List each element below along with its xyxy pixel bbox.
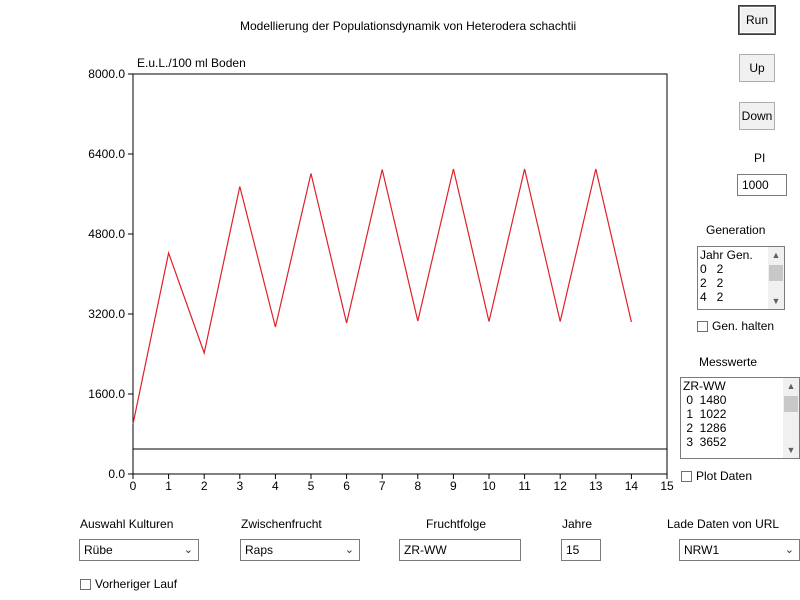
url-select[interactable]: NRW1 ⌄ xyxy=(679,539,800,561)
messwerte-list[interactable]: ZR-WW 0 1480 1 1022 2 1286 3 3652 ▲ ▼ xyxy=(680,377,800,459)
kulturen-select[interactable]: Rübe ⌄ xyxy=(79,539,199,561)
y-tick-label: 1600.0 xyxy=(88,387,125,401)
checkbox-box[interactable] xyxy=(80,578,91,590)
list-item[interactable]: ZR-WW xyxy=(683,379,726,393)
scroll-thumb[interactable] xyxy=(769,265,783,281)
list-item[interactable]: 0 2 xyxy=(700,262,724,276)
x-tick-label: 9 xyxy=(450,479,457,493)
page-title: Modellierung der Populationsdynamik von … xyxy=(240,19,577,33)
x-tick-label: 8 xyxy=(414,479,421,493)
chevron-down-icon[interactable]: ▼ xyxy=(786,445,796,455)
x-tick-label: 2 xyxy=(201,479,208,493)
gen-halten-checkbox[interactable]: Gen. halten xyxy=(697,319,774,333)
y-tick-label: 0.0 xyxy=(108,467,125,481)
chevron-down-icon[interactable]: ▼ xyxy=(771,296,781,306)
chevron-down-icon: ⌄ xyxy=(183,544,193,556)
jahre-label: Jahre xyxy=(562,517,593,531)
list-item[interactable]: 2 1286 xyxy=(683,421,727,435)
chevron-up-icon[interactable]: ▲ xyxy=(771,250,781,260)
zwischenfrucht-label: Zwischenfrucht xyxy=(241,517,322,531)
url-label: Lade Daten von URL xyxy=(667,517,780,531)
chevron-down-icon: ⌄ xyxy=(344,544,354,556)
fruchtfolge-label: Fruchtfolge xyxy=(426,517,487,531)
jahre-input[interactable]: 15 xyxy=(561,539,601,561)
x-tick-label: 0 xyxy=(130,479,137,493)
pi-input[interactable]: 1000 xyxy=(737,174,787,196)
x-tick-label: 12 xyxy=(554,479,568,493)
gen-halten-label: Gen. halten xyxy=(712,319,775,333)
series-line xyxy=(132,168,632,425)
checkbox-box[interactable] xyxy=(697,320,708,332)
plot-frame xyxy=(132,73,668,475)
y-tick-label: 3200.0 xyxy=(88,307,125,321)
list-item[interactable]: 4 2 xyxy=(700,290,724,304)
plot-daten-label: Plot Daten xyxy=(696,469,753,483)
checkbox-box[interactable] xyxy=(681,470,692,482)
y-tick-label: 8000.0 xyxy=(88,67,125,81)
plot-daten-checkbox[interactable]: Plot Daten xyxy=(681,469,752,483)
y-tick-label: 6400.0 xyxy=(88,147,125,161)
list-item[interactable]: 1 1022 xyxy=(683,407,727,421)
generation-label: Generation xyxy=(706,223,766,237)
url-value: NRW1 xyxy=(684,543,720,557)
list-item[interactable]: 2 2 xyxy=(700,276,724,290)
x-tick-label: 13 xyxy=(589,479,603,493)
messwerte-scrollbar[interactable]: ▲ ▼ xyxy=(783,378,799,458)
list-item[interactable]: 3 3652 xyxy=(683,435,727,449)
scroll-thumb[interactable] xyxy=(784,396,798,412)
generation-list[interactable]: Jahr Gen. 0 2 2 2 4 2 ▲ ▼ xyxy=(697,246,785,310)
list-item[interactable]: Jahr Gen. xyxy=(700,248,753,262)
x-tick-label: 15 xyxy=(660,479,674,493)
x-tick-label: 14 xyxy=(625,479,639,493)
generation-scrollbar[interactable]: ▲ ▼ xyxy=(768,247,784,309)
kulturen-label: Auswahl Kulturen xyxy=(80,517,174,531)
x-tick-label: 3 xyxy=(236,479,243,493)
y-axis-label: E.u.L./100 ml Boden xyxy=(137,56,246,70)
vorheriger-lauf-checkbox[interactable]: Vorheriger Lauf xyxy=(80,577,177,591)
fruchtfolge-input[interactable]: ZR-WW xyxy=(399,539,521,561)
kulturen-value: Rübe xyxy=(84,543,113,557)
y-tick-label: 4800.0 xyxy=(88,227,125,241)
run-button[interactable]: Run xyxy=(739,6,775,34)
x-tick-label: 10 xyxy=(482,479,496,493)
x-tick-label: 11 xyxy=(518,479,531,493)
x-tick-label: 7 xyxy=(379,479,386,493)
x-tick-label: 4 xyxy=(272,479,279,493)
x-tick-label: 5 xyxy=(308,479,315,493)
chevron-down-icon: ⌄ xyxy=(784,544,794,556)
x-tick-label: 1 xyxy=(165,479,172,493)
chevron-up-icon[interactable]: ▲ xyxy=(786,381,796,391)
down-button[interactable]: Down xyxy=(739,102,775,130)
list-item[interactable]: 0 1480 xyxy=(683,393,727,407)
zwischenfrucht-value: Raps xyxy=(245,543,274,557)
zwischenfrucht-select[interactable]: Raps ⌄ xyxy=(240,539,360,561)
vorheriger-lauf-label: Vorheriger Lauf xyxy=(95,577,178,591)
x-tick-label: 6 xyxy=(343,479,350,493)
pi-label: PI xyxy=(754,151,766,165)
messwerte-label: Messwerte xyxy=(699,355,758,369)
up-button[interactable]: Up xyxy=(739,54,775,82)
